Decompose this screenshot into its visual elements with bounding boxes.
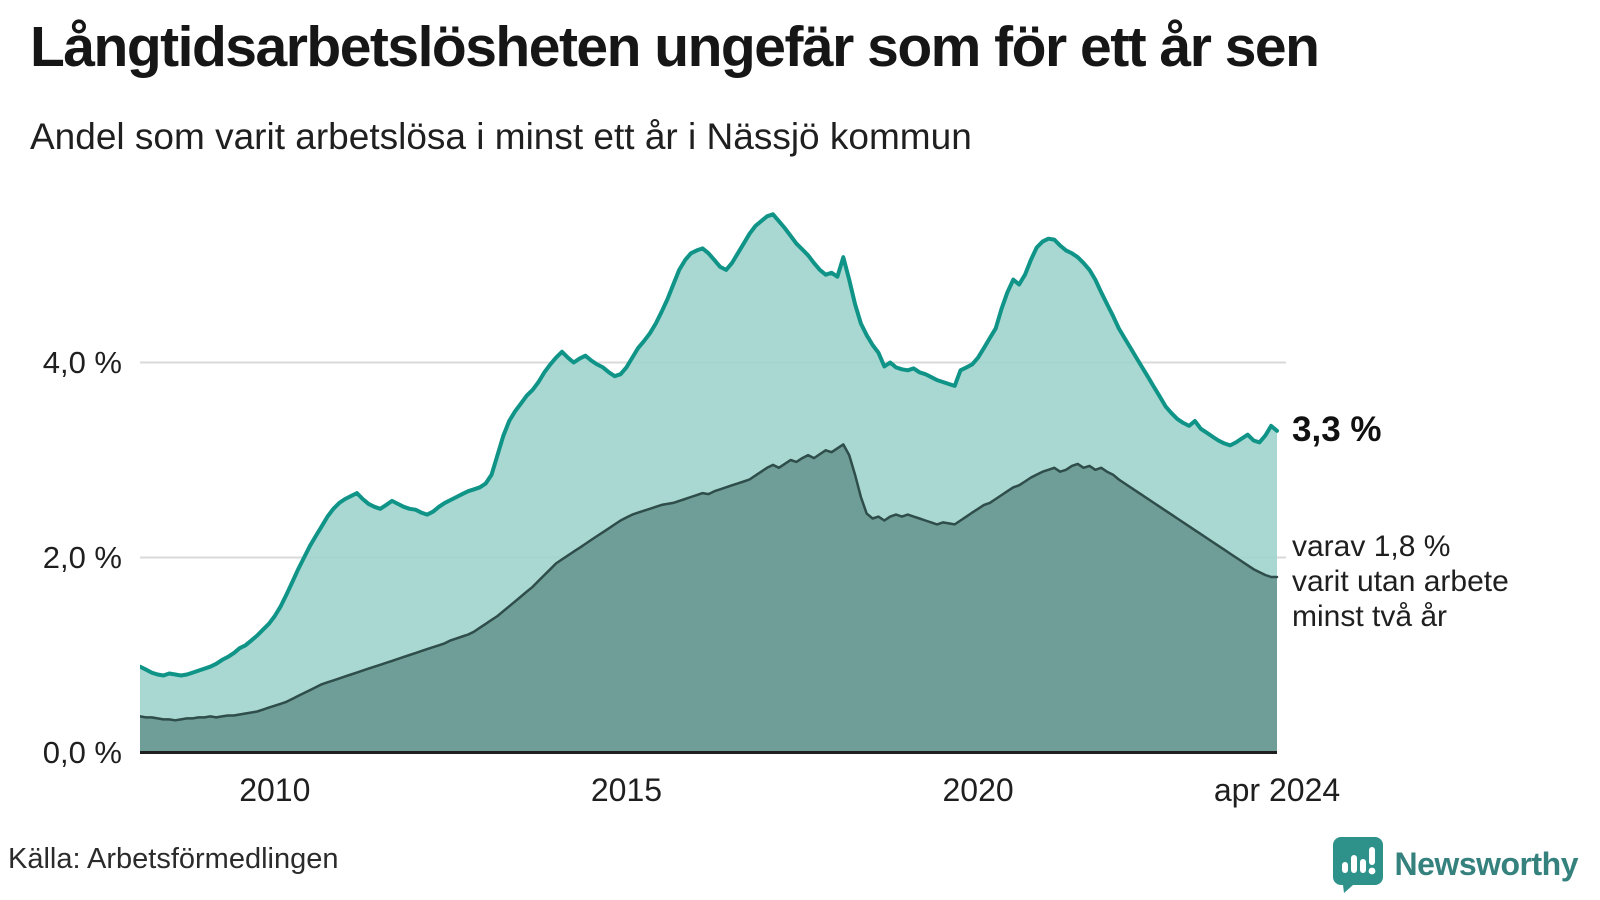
source-attribution: Källa: Arbetsförmedlingen [8, 843, 339, 875]
y-axis-tick-label: 4,0 % [42, 344, 122, 380]
brand-logo: Newsworthy [1331, 834, 1579, 894]
two-year-annotation-line: varav 1,8 % [1292, 530, 1451, 563]
line-series-one-year [140, 212, 1279, 678]
area-series-two-year [140, 444, 1277, 753]
line-series-two-year [140, 443, 1279, 722]
area-chart [140, 212, 1286, 754]
two-year-annotation-line: varit utan arbete [1292, 565, 1509, 598]
newsworthy-logo-icon [1332, 837, 1383, 893]
brand-name: Newsworthy [1394, 845, 1579, 882]
two-year-annotation-line: minst två år [1292, 600, 1448, 633]
x-axis-tick-label: 2015 [590, 772, 663, 808]
y-axis-tick-label: 0,0 % [42, 734, 122, 770]
x-axis-tick-label: apr 2024 [1213, 772, 1341, 808]
y-axis-tick-label: 2,0 % [42, 539, 122, 575]
latest-value-annotation: 3,3 % [1292, 410, 1382, 449]
x-axis-tick-label: 2010 [239, 772, 311, 808]
two-year-annotation: varav 1,8 % varit utan arbete minst två … [1292, 529, 1509, 634]
chart-subtitle: Andel som varit arbetslösa i minst ett å… [30, 116, 972, 157]
page-title: Långtidsarbetslösheten ungefär som för e… [30, 15, 1320, 79]
x-axis-tick-label: 2020 [942, 772, 1014, 808]
